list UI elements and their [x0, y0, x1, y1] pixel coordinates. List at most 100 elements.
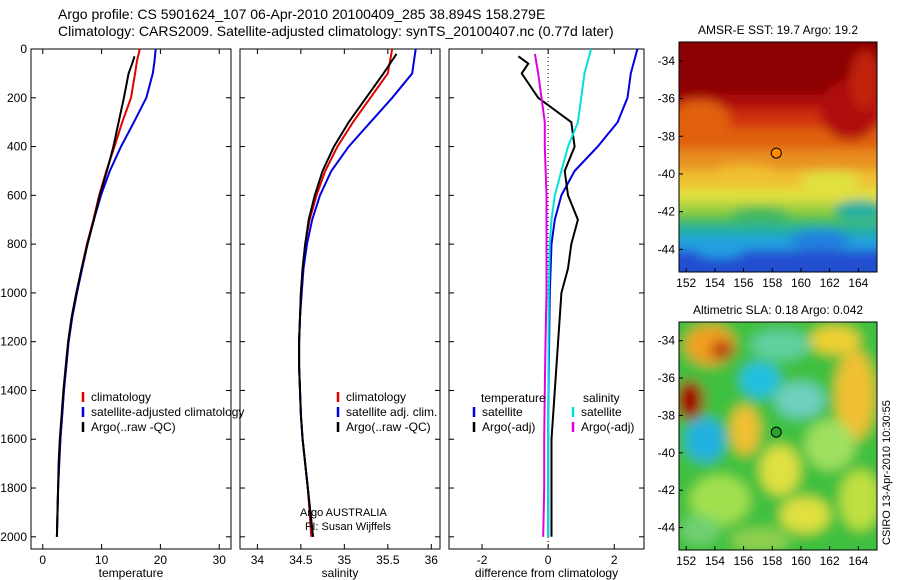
sla_map: Altimetric SLA: 0.18 Argo: 0.042 152 154 15… [658, 303, 878, 568]
sst_map-field [679, 42, 877, 272]
sla_map-blob [810, 326, 860, 354]
sst_map-blob [679, 100, 730, 140]
sst_map-ytick-label: -34 [658, 54, 676, 68]
difference-xtick-label: -2 [477, 553, 488, 567]
argo-annotation: Argo AUSTRALIA [300, 507, 387, 519]
sst_map-band [679, 128, 877, 150]
temperature-line-argo-raw-qc- [55, 55, 136, 537]
sla_map-blob [680, 515, 720, 545]
temperature-axes-box [30, 48, 232, 550]
sst_map-band [679, 188, 877, 202]
pi-annotation: PI: Susan Wijffels [305, 521, 391, 533]
sst_map-xtick-label: 152 [676, 276, 696, 290]
depth-tick-label: 200 [7, 91, 27, 105]
depth-tick-label: 400 [7, 140, 27, 154]
sla_map-blob [760, 445, 800, 495]
salinity-xtick-label: 36 [425, 553, 439, 567]
depth-tick-label: 1200 [0, 335, 27, 349]
sst_map-blob [800, 170, 860, 190]
sst_map-xtick-label: 162 [820, 276, 840, 290]
difference-line-argo-adj- [533, 53, 548, 537]
sla_map-blob [740, 362, 780, 398]
diff-legend-item-label: Argo(-adj) [581, 420, 634, 434]
depth-tick-label: 2000 [0, 530, 27, 544]
sst_map-ytick-label: -36 [658, 92, 676, 106]
temperature-xtick-label: 30 [213, 553, 227, 567]
salinity-xtick-label: 35 [338, 553, 352, 567]
sst_map-band [679, 224, 877, 236]
sst_map-blob [835, 200, 877, 220]
sst_map-xtick-label: 156 [734, 276, 754, 290]
temperature-xlabel: temperature [99, 566, 164, 580]
sla_map-blob [840, 470, 877, 530]
sst_map-blob [790, 230, 850, 250]
sla_map-xtick-label: 152 [676, 554, 696, 568]
sst_map-xtick-label: 154 [705, 276, 725, 290]
depth-tick-label: 1000 [0, 286, 27, 300]
sla_map-blob [835, 350, 875, 440]
salinity-xtick-label: 34.5 [289, 553, 313, 567]
difference-xtick-label: 2 [611, 553, 618, 567]
sst_map-blob [695, 242, 745, 258]
sla_map-xtick-label: 154 [705, 554, 725, 568]
sst_map-ytick-label: -42 [658, 205, 676, 219]
credit-timestamp: CSIRO 13-Apr-2010 10:30:55 [881, 400, 893, 545]
sla_map-frame [678, 321, 878, 551]
sla_map-blob [805, 420, 855, 470]
sst_map-blob [710, 165, 780, 185]
diff-legend-item-label: satellite [482, 405, 523, 419]
sst_map-band [679, 150, 877, 170]
sst_map-argo-marker [770, 147, 782, 159]
sst_map-blob [850, 50, 877, 110]
sla_map-blob [685, 418, 725, 462]
sla_map-blob [730, 528, 790, 550]
sla_map-xtick-label: 158 [762, 554, 782, 568]
salinity-series [298, 49, 417, 537]
salinity-panel: 34 34.5 35 35.5 36 salinity [239, 48, 441, 580]
figure-title-line-2: Climatology: CARS2009. Satellite-adjuste… [58, 23, 614, 39]
temperature-legend-item-label: Argo(..raw -QC) [91, 420, 176, 434]
sla_map-xtick-label: 160 [791, 554, 811, 568]
diff-legend-item-label: Argo(-adj) [482, 420, 535, 434]
salinity-xlabel: salinity [322, 566, 359, 580]
sla_map-blob [750, 330, 810, 360]
sst_map-xtick-label: 160 [791, 276, 811, 290]
sla_map-ytick-label: -36 [658, 371, 676, 385]
diff-legend-item-label: satellite [581, 405, 622, 419]
depth-tick-label: 1800 [0, 481, 27, 495]
sst_map-frame [678, 41, 878, 273]
figure-title-line-1: Argo profile: CS 5901624_107 06-Apr-2010… [58, 6, 546, 22]
salinity-xtick-label: 35.5 [376, 553, 400, 567]
sla_map-argo-marker [770, 426, 782, 438]
sla_map-xtick-label: 162 [820, 554, 840, 568]
sla_map-title: Altimetric SLA: 0.18 Argo: 0.042 [693, 303, 863, 317]
depth-tick-label: 1400 [0, 383, 27, 397]
sst_map-ytick-label: -40 [658, 167, 676, 181]
sst_map-field-blur [679, 42, 877, 272]
difference-series [517, 49, 639, 537]
salinity-xtick-label: 34 [251, 553, 265, 567]
temperature-series [55, 49, 157, 537]
sla_map-ytick-label: -34 [658, 334, 676, 348]
sla_map-blob [710, 340, 734, 360]
sla_map-xtick-label: 156 [734, 554, 754, 568]
temperature-panel: 0 10 20 30 0 200 400 600 800 1000 1200 1400 1600 1800… [0, 42, 232, 580]
difference-xtick-label: 0 [545, 553, 552, 567]
sst_map-xtick-label: 158 [762, 276, 782, 290]
sst_map: AMSR-E SST: 19.7 Argo: 19.2 152 154 156 158 1… [658, 23, 878, 290]
sla_map-blob [679, 380, 704, 420]
legend-salinity-header: salinity [583, 391, 620, 405]
sla_map-ytick-label: -42 [658, 483, 676, 497]
sla_map-ytick-label: -40 [658, 446, 676, 460]
sst_map-band [679, 236, 877, 250]
difference-line-argo-adj- [517, 55, 579, 537]
sla_map-xtick-label: 164 [848, 554, 868, 568]
depth-tick-label: 800 [7, 237, 27, 251]
difference-line-satellite [547, 49, 593, 537]
legend-temperature-header: temperature [481, 391, 546, 405]
sla_map-blob [780, 497, 830, 533]
sst_map-title: AMSR-E SST: 19.7 Argo: 19.2 [698, 23, 858, 37]
